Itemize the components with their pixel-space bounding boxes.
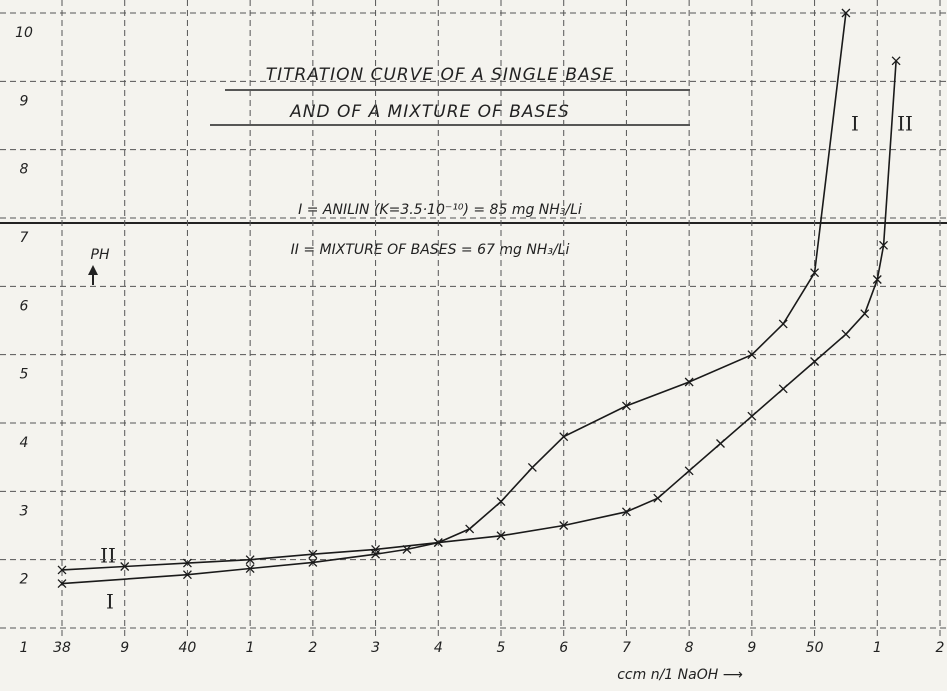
curve-label: I <box>106 590 114 614</box>
point-marker <box>779 385 787 393</box>
x-tick-label: 40 <box>179 640 197 656</box>
chart-title: TITRATION CURVE OF A SINGLE BASE <box>266 65 615 85</box>
y-tick-label: 10 <box>15 25 33 41</box>
annotation: II = MIXTURE OF BASES = 67 mg NH₃/Li <box>291 242 570 258</box>
x-axis-label: ccm n/1 NaOH ⟶ <box>617 667 743 683</box>
x-tick-label: 8 <box>685 640 694 656</box>
x-tick-label: 3 <box>371 640 380 656</box>
x-tick-label: 9 <box>120 640 129 656</box>
chart: TITRATION CURVE OF A SINGLE BASE AND OF … <box>0 0 947 691</box>
y-tick-label: 7 <box>20 230 29 246</box>
point-marker <box>717 440 725 448</box>
y-tick-label: 3 <box>20 503 29 519</box>
x-tick-label: 4 <box>434 640 443 656</box>
chart-subtitle: AND OF A MIXTURE OF BASES <box>289 102 570 122</box>
x-tick-label: 2 <box>308 640 317 656</box>
x-tick-label: 5 <box>497 640 506 656</box>
y-arrow-head <box>88 265 98 275</box>
y-tick-label: 8 <box>20 162 29 178</box>
curve <box>62 13 846 584</box>
x-tick-label: 1 <box>246 640 255 656</box>
point-marker <box>528 463 536 471</box>
y-tick-label: 5 <box>20 367 29 383</box>
y-tick-label: 2 <box>20 572 29 588</box>
point-marker <box>779 320 787 328</box>
point-marker <box>654 494 662 502</box>
curve-label: II <box>897 112 913 136</box>
y-tick-label: 1 <box>20 640 29 656</box>
x-tick-label: 6 <box>559 640 568 656</box>
x-tick-label: 7 <box>622 640 631 656</box>
x-tick-label: 38 <box>53 640 71 656</box>
curve-label: I <box>851 112 859 136</box>
x-tick-label: 50 <box>806 640 824 656</box>
y-tick-label: 9 <box>20 93 29 109</box>
x-tick-label: 1 <box>873 640 882 656</box>
y-tick-label: 6 <box>20 298 29 314</box>
y-tick-label: 4 <box>20 435 29 451</box>
x-tick-label: 2 <box>936 640 945 656</box>
point-marker <box>466 525 474 533</box>
annotation: I = ANILIN (K=3.5·10⁻¹⁰) = 85 mg NH₃/Li <box>298 202 582 218</box>
x-tick-label: 9 <box>747 640 756 656</box>
point-marker <box>861 310 869 318</box>
point-marker <box>842 330 850 338</box>
curve-label: II <box>100 544 116 568</box>
y-axis-label: PH <box>91 247 110 263</box>
